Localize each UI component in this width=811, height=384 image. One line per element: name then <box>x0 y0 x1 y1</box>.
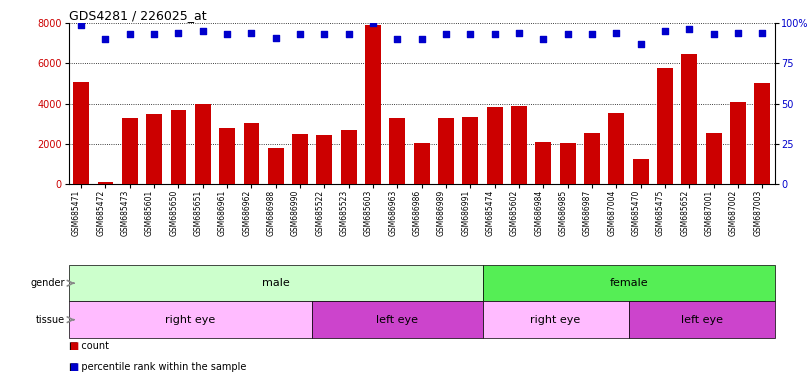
Point <box>294 31 307 37</box>
Bar <box>483 265 775 301</box>
Point <box>732 30 744 36</box>
Point <box>610 30 623 36</box>
Point <box>561 31 574 37</box>
Point <box>172 30 185 36</box>
Point <box>99 36 112 42</box>
Bar <box>170 110 187 184</box>
Text: left eye: left eye <box>680 314 723 325</box>
Bar <box>535 142 551 184</box>
Text: ■: ■ <box>69 362 78 372</box>
Point <box>683 26 696 33</box>
Point <box>391 36 404 42</box>
Bar <box>73 81 89 184</box>
Point <box>123 31 136 37</box>
Point <box>586 31 599 37</box>
Bar <box>414 143 430 184</box>
Bar <box>292 134 308 184</box>
Bar <box>560 143 576 184</box>
Bar <box>365 25 381 184</box>
Bar <box>312 301 483 338</box>
Text: right eye: right eye <box>165 314 216 325</box>
Text: ■ percentile rank within the sample: ■ percentile rank within the sample <box>69 362 247 372</box>
Bar <box>511 106 527 184</box>
Bar <box>706 133 722 184</box>
Bar <box>608 113 624 184</box>
Point <box>415 36 428 42</box>
Point <box>440 31 453 37</box>
Bar <box>268 148 284 184</box>
Point <box>342 31 355 37</box>
Bar <box>316 135 333 184</box>
Bar <box>122 118 138 184</box>
Point <box>318 31 331 37</box>
Text: ■ count: ■ count <box>69 341 109 351</box>
Point <box>756 30 769 36</box>
Bar <box>657 68 673 184</box>
Bar <box>341 130 357 184</box>
Bar <box>97 182 114 184</box>
Point <box>367 20 380 26</box>
Text: female: female <box>609 278 648 288</box>
Text: tissue: tissue <box>36 314 65 325</box>
Point <box>221 31 234 37</box>
Point <box>488 31 501 37</box>
Text: ■: ■ <box>69 341 78 351</box>
Text: gender: gender <box>30 278 65 288</box>
Bar <box>483 301 629 338</box>
Bar <box>195 104 211 184</box>
Bar <box>487 107 503 184</box>
Bar <box>389 118 406 184</box>
Bar <box>462 117 478 184</box>
Point <box>148 31 161 37</box>
Point <box>269 35 282 41</box>
Point <box>196 28 209 34</box>
Text: GDS4281 / 226025_at: GDS4281 / 226025_at <box>69 9 207 22</box>
Point <box>245 30 258 36</box>
Bar <box>69 301 312 338</box>
Bar <box>243 123 260 184</box>
Point <box>464 31 477 37</box>
Bar <box>754 83 770 184</box>
Bar <box>219 128 235 184</box>
Bar <box>681 54 697 184</box>
Bar <box>584 133 600 184</box>
Bar <box>69 265 483 301</box>
Text: male: male <box>262 278 290 288</box>
Bar <box>633 159 649 184</box>
Bar <box>438 118 454 184</box>
Text: left eye: left eye <box>376 314 418 325</box>
Point <box>659 28 672 34</box>
Point <box>634 41 647 47</box>
Bar <box>629 301 775 338</box>
Point <box>707 31 720 37</box>
Text: right eye: right eye <box>530 314 581 325</box>
Point <box>513 30 526 36</box>
Point <box>537 36 550 42</box>
Point <box>75 22 88 28</box>
Bar <box>146 114 162 184</box>
Bar <box>730 102 746 184</box>
